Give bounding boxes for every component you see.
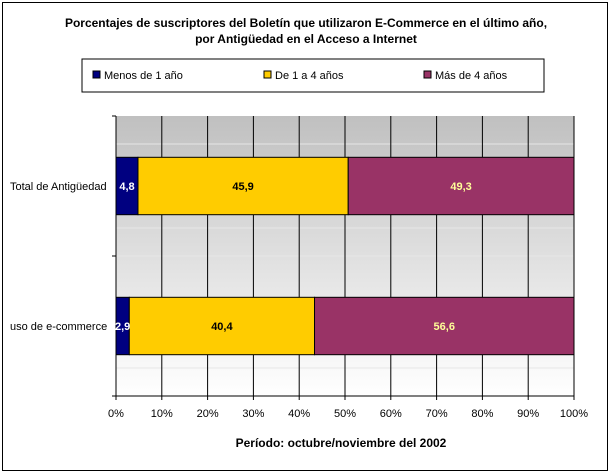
x-tick-label: 60% — [380, 408, 402, 420]
bar-segment — [137, 156, 349, 216]
x-tick-label: 30% — [242, 408, 264, 420]
data-label: 40,4 — [211, 321, 233, 333]
chart-title: Porcentajes de suscriptores del Boletín … — [65, 16, 547, 30]
legend-label: Menos de 1 año — [104, 70, 183, 82]
bar-segment — [347, 156, 575, 216]
data-label: 56,6 — [434, 321, 455, 333]
x-tick-label: 70% — [426, 408, 448, 420]
x-tick-label: 20% — [197, 408, 219, 420]
data-label: 45,9 — [232, 181, 253, 193]
category-label: uso de e-commerce — [10, 321, 107, 333]
legend-box — [81, 58, 545, 93]
data-label: 49,3 — [450, 181, 471, 193]
x-tick-label: 40% — [288, 408, 310, 420]
legend-swatch — [92, 70, 101, 79]
legend: Menos de 1 año De 1 a 4 años Más de 4 años — [81, 58, 545, 93]
x-axis-title: Período: octubre/noviembre del 2002 — [236, 436, 447, 450]
legend-swatch — [423, 70, 432, 79]
legend-label: De 1 a 4 años — [275, 70, 344, 82]
x-tick-label: 80% — [471, 408, 493, 420]
x-tick-label: 0% — [108, 408, 124, 420]
legend-swatch — [263, 70, 272, 79]
category-label: Total de Antigüedad — [10, 181, 107, 193]
x-tick-label: 100% — [560, 408, 588, 420]
x-tick-label: 90% — [517, 408, 539, 420]
bar-segment — [314, 296, 575, 356]
x-tick-label: 10% — [151, 408, 173, 420]
x-tick-label: 50% — [334, 408, 356, 420]
bar-segment — [128, 296, 316, 356]
legend-label: Más de 4 años — [435, 70, 508, 82]
plot-area — [112, 115, 575, 400]
chart-subtitle: por Antigüedad en el Acceso a Internet — [195, 32, 417, 46]
data-label: 2,9 — [115, 321, 130, 333]
data-label: 4,8 — [119, 181, 134, 193]
